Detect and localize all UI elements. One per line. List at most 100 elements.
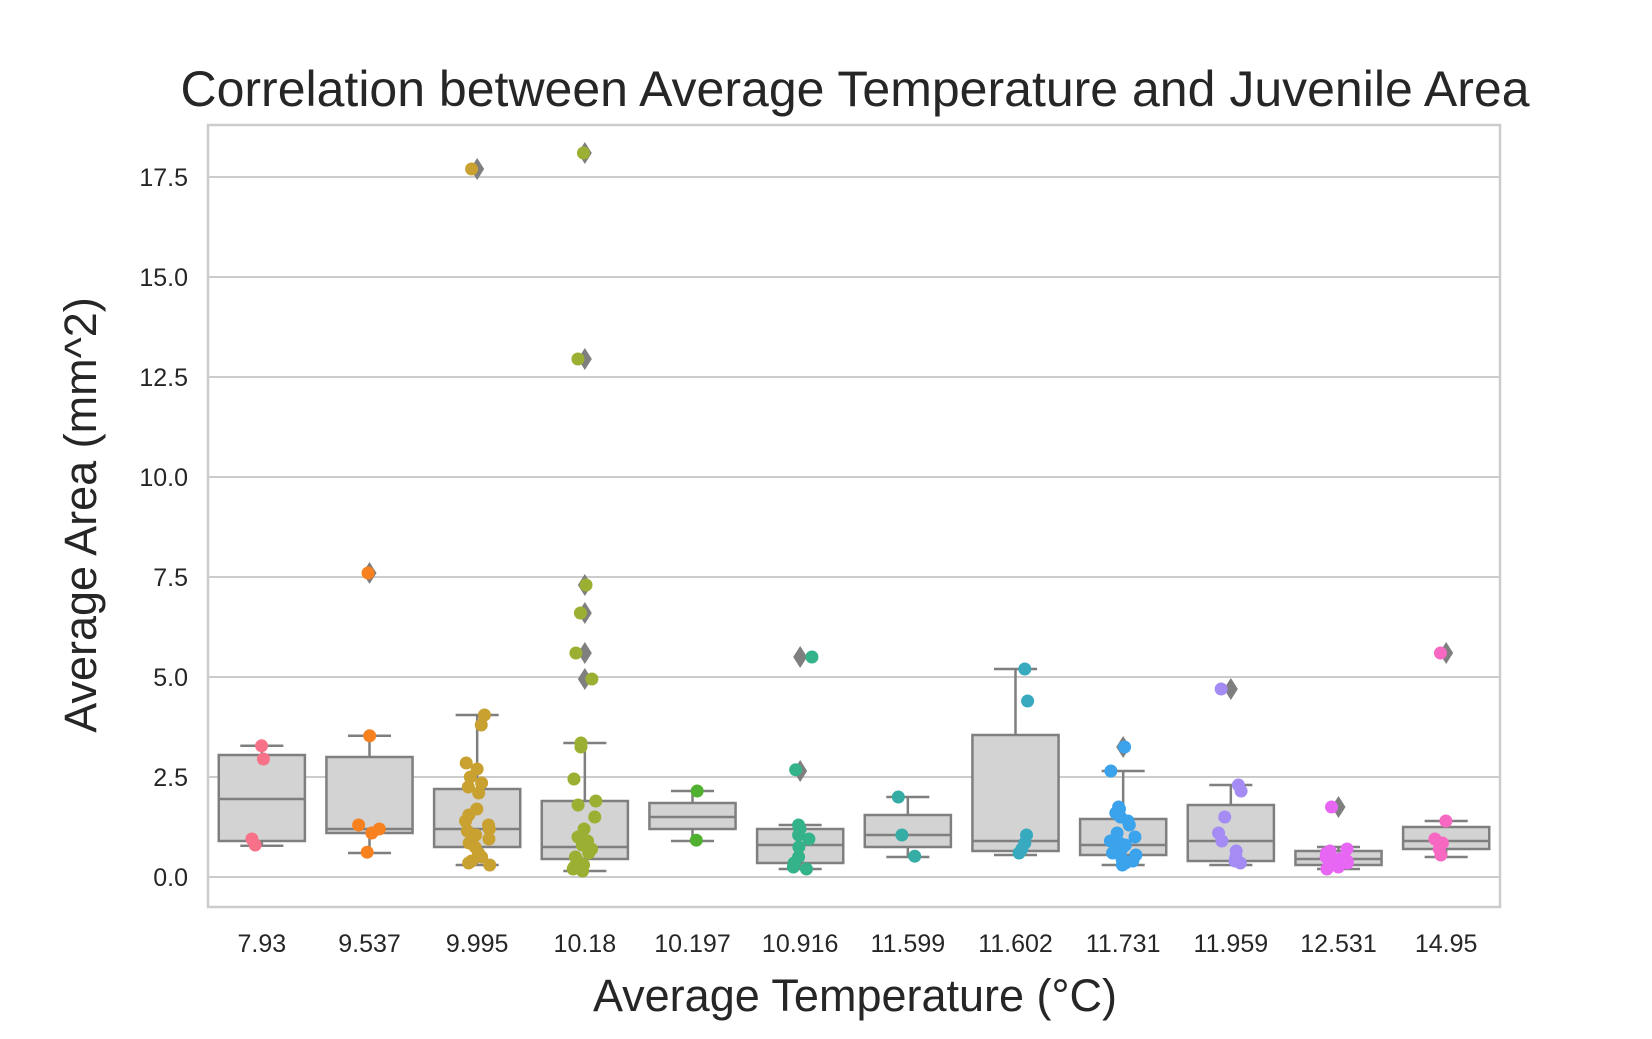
- point-9-0: [1214, 682, 1228, 696]
- point-8-19: [1115, 858, 1129, 872]
- point-3-3: [573, 606, 587, 620]
- point-11-5: [1434, 848, 1448, 862]
- point-2-0: [465, 162, 479, 176]
- y-tick-label-1: 2.5: [153, 764, 188, 792]
- point-7-1: [1021, 694, 1035, 708]
- point-0-0: [255, 739, 269, 753]
- point-3-23: [576, 864, 590, 878]
- box-7: [971, 733, 1060, 853]
- point-1-4: [365, 826, 379, 840]
- point-8-14: [1106, 846, 1120, 860]
- x-tick-label-1: 9.537: [338, 930, 401, 958]
- point-0-1: [256, 752, 270, 766]
- point-8-1: [1104, 764, 1118, 778]
- outlier-10-0: [1331, 796, 1346, 818]
- y-tick-label-6: 15.0: [139, 264, 188, 292]
- point-3-17: [582, 846, 596, 860]
- outlier-9-0: [1223, 678, 1238, 700]
- point-2-23: [483, 858, 497, 872]
- x-tick-label-11: 14.95: [1415, 930, 1478, 958]
- point-2-16: [482, 832, 496, 846]
- point-5-4: [792, 828, 806, 842]
- point-8-0: [1118, 740, 1132, 754]
- plot-area: 0.0 2.5 5.0 7.5 10.0 12.5 15.0 17.5 7.93 9.537 9.9…: [139, 123, 1502, 958]
- y-tick-label-3: 7.5: [153, 564, 188, 592]
- x-tick-label-2: 9.995: [446, 930, 509, 958]
- point-2-13: [482, 822, 496, 836]
- point-2-3: [459, 756, 473, 770]
- plot-frame: [206, 123, 1502, 909]
- x-tick-label-5: 10.916: [762, 930, 838, 958]
- point-6-0: [891, 790, 905, 804]
- point-5-9: [786, 860, 800, 874]
- point-4-1: [689, 833, 703, 847]
- point-5-1: [789, 763, 803, 777]
- outlier-3-4: [577, 642, 592, 664]
- point-3-2: [579, 578, 593, 592]
- point-1-2: [352, 818, 366, 832]
- point-0-3: [248, 838, 262, 852]
- point-5-6: [792, 840, 806, 854]
- point-9-9: [1233, 856, 1247, 870]
- point-3-7: [574, 740, 588, 754]
- x-tick-label-4: 10.197: [654, 930, 730, 958]
- point-3-9: [589, 794, 603, 808]
- point-3-10: [571, 798, 585, 812]
- outlier-5-0: [793, 646, 808, 668]
- x-tick-label-9: 11.959: [1194, 930, 1269, 958]
- outlier-3-5: [577, 668, 592, 690]
- chart-title: Correlation between Average Temperature …: [180, 61, 1529, 117]
- point-5-0: [805, 650, 819, 664]
- point-2-5: [463, 770, 477, 784]
- x-tick-label-6: 11.599: [871, 930, 946, 958]
- point-2-2: [474, 718, 488, 732]
- point-10-11: [1320, 862, 1334, 876]
- point-10-0: [1325, 800, 1339, 814]
- point-4-0: [690, 784, 704, 798]
- point-3-1: [571, 352, 585, 366]
- point-10-10: [1331, 860, 1345, 874]
- y-tick-label-5: 12.5: [139, 364, 188, 392]
- point-2-6: [475, 776, 489, 790]
- point-8-9: [1128, 830, 1142, 844]
- y-tick-label-2: 5.0: [153, 664, 188, 692]
- point-2-8: [472, 786, 486, 800]
- box-1: [325, 755, 414, 835]
- point-2-20: [475, 850, 489, 864]
- point-5-5: [802, 832, 816, 846]
- point-1-1: [363, 729, 377, 743]
- point-8-7: [1122, 818, 1136, 832]
- point-9-3: [1218, 810, 1232, 824]
- y-tick-label-4: 10.0: [139, 464, 188, 492]
- point-6-2: [908, 849, 922, 863]
- point-9-5: [1215, 834, 1229, 848]
- point-7-5: [1012, 846, 1026, 860]
- y-tick-label-0: 0.0: [153, 864, 188, 892]
- x-tick-label-0: 7.93: [237, 930, 286, 958]
- box-6: [863, 813, 953, 849]
- point-3-0: [576, 146, 590, 160]
- point-2-1: [477, 708, 491, 722]
- point-3-8: [567, 772, 581, 786]
- point-11-1: [1439, 814, 1453, 828]
- x-tick-label-8: 11.731: [1086, 930, 1161, 958]
- x-tick-label-3: 10.18: [554, 930, 617, 958]
- point-2-7: [461, 780, 475, 794]
- point-1-0: [361, 566, 375, 580]
- y-axis-label: Average Area (mm^2): [55, 297, 106, 732]
- x-axis-label: Average Temperature (°C): [593, 970, 1117, 1021]
- point-3-4: [569, 646, 583, 660]
- x-tick-label-10: 12.531: [1300, 930, 1376, 958]
- point-5-10: [799, 862, 813, 876]
- point-7-0: [1018, 662, 1032, 676]
- point-1-5: [360, 845, 374, 859]
- x-tick-label-7: 11.602: [978, 930, 1053, 958]
- point-3-5: [585, 672, 599, 686]
- point-9-2: [1234, 784, 1248, 798]
- point-6-1: [895, 828, 909, 842]
- point-2-11: [459, 814, 473, 828]
- point-2-22: [462, 856, 476, 870]
- point-11-0: [1433, 646, 1447, 660]
